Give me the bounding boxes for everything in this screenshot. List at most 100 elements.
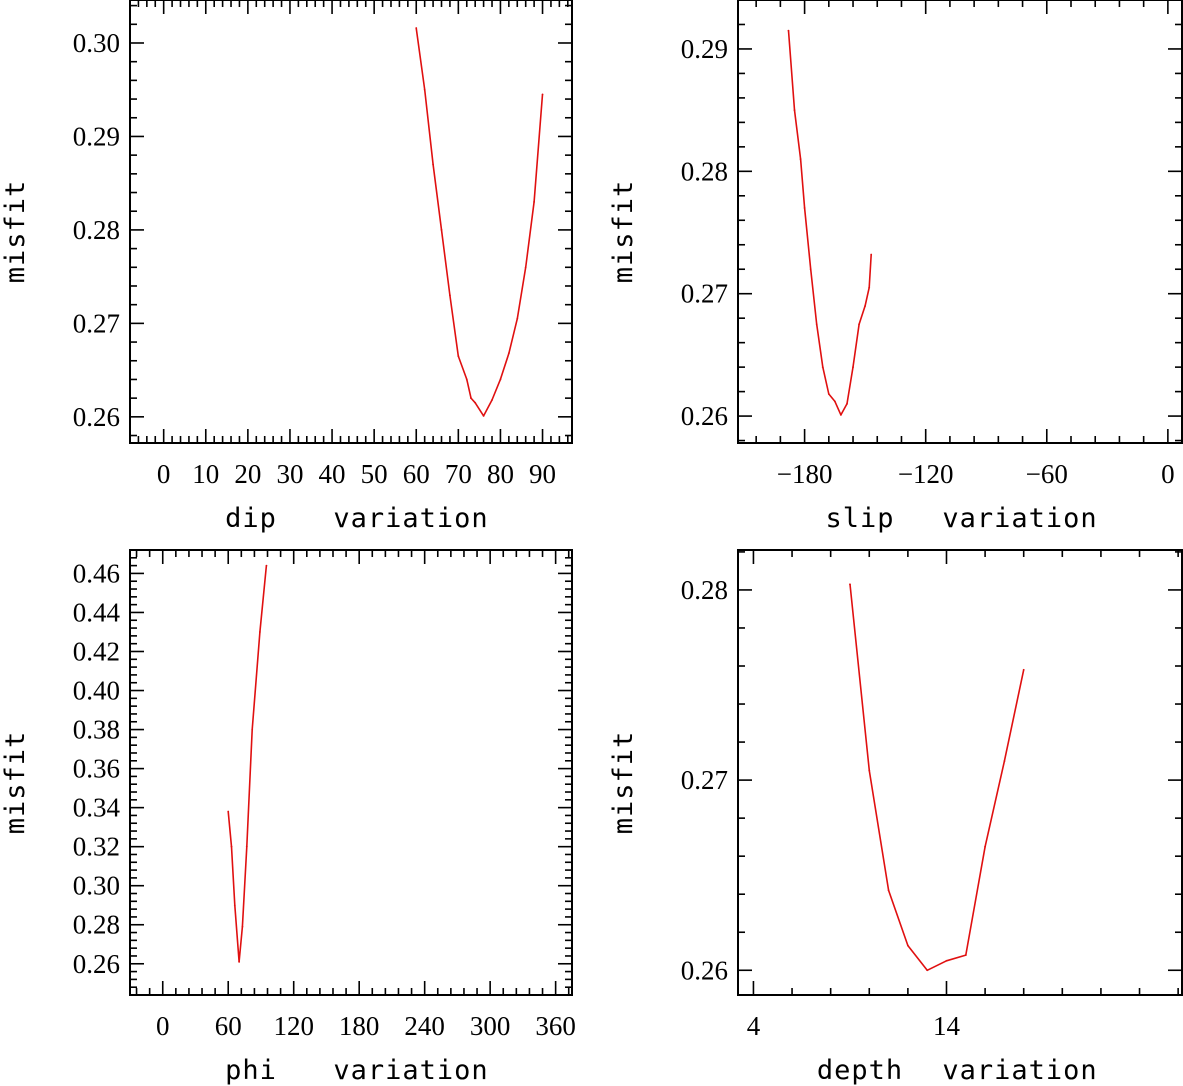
misfit-curve	[850, 584, 1024, 970]
data-point	[234, 904, 236, 906]
x-axis-label: phi	[225, 1055, 277, 1086]
y-tick-label: 0.32	[73, 832, 120, 862]
x-tick-label: 300	[470, 1011, 511, 1041]
y-axis-label: misfit	[608, 180, 639, 284]
data-point	[231, 846, 233, 848]
data-point	[800, 158, 802, 160]
x-tick-label: −60	[1026, 459, 1068, 489]
data-point	[415, 27, 417, 29]
x-axis-label: depth	[817, 1055, 903, 1086]
data-point	[816, 323, 818, 325]
y-tick-label: 0.36	[73, 754, 120, 784]
misfit-curve	[416, 28, 542, 416]
y-tick-label: 0.27	[681, 279, 728, 309]
data-point	[907, 945, 909, 947]
x-tick-label: 0	[157, 459, 171, 489]
data-point	[868, 770, 870, 772]
x-tick-label: 40	[319, 459, 346, 489]
panel-depth: 4 14 0.26 0.27 0.28 depth variation misfit	[608, 550, 1182, 1086]
data-point	[852, 366, 854, 368]
x-axis-label-suffix: variation	[942, 1055, 1097, 1086]
x-tick-label: −180	[777, 459, 833, 489]
y-tick-label: 0.44	[73, 597, 121, 627]
x-tick-label: 70	[445, 459, 472, 489]
y-axis-label: misfit	[0, 731, 31, 835]
data-point	[828, 393, 830, 395]
y-tick-label: 0.26	[681, 955, 728, 985]
data-point	[849, 583, 851, 585]
data-point	[888, 890, 890, 892]
x-tick-label: 0	[156, 1011, 170, 1041]
data-point	[508, 352, 510, 354]
x-tick-label: 60	[215, 1011, 242, 1041]
x-tick-label: 240	[404, 1011, 445, 1041]
x-tick-label: 14	[933, 1011, 961, 1041]
y-tick-label: 0.30	[73, 871, 120, 901]
x-tick-label: −120	[898, 459, 954, 489]
data-point	[242, 926, 244, 928]
plot-frame	[130, 0, 572, 443]
x-axis-label-suffix: variation	[333, 503, 488, 534]
data-point	[449, 294, 451, 296]
data-point	[227, 811, 229, 813]
x-tick-label: 30	[276, 459, 303, 489]
data-point	[516, 318, 518, 320]
y-axis-label: misfit	[0, 180, 31, 284]
data-point	[266, 565, 268, 567]
data-point	[432, 164, 434, 166]
x-tick-label: 60	[403, 459, 430, 489]
x-tick-label: 20	[234, 459, 261, 489]
data-point	[246, 846, 248, 848]
plot-frame	[130, 550, 572, 995]
y-tick-label: 0.26	[73, 949, 120, 979]
y-tick-label: 0.42	[73, 636, 120, 666]
data-point	[834, 400, 836, 402]
data-point	[500, 379, 502, 381]
x-tick-label: 4	[747, 1011, 761, 1041]
x-tick-label: 90	[529, 459, 556, 489]
plot-frame	[738, 550, 1182, 995]
data-point	[1004, 760, 1006, 762]
y-tick-label: 0.30	[73, 28, 120, 58]
data-point	[474, 402, 476, 404]
x-axis-label-suffix: variation	[942, 503, 1097, 534]
data-point	[804, 207, 806, 209]
misfit-curve	[789, 31, 872, 415]
data-point	[822, 366, 824, 368]
misfit-curve	[228, 566, 266, 962]
x-tick-label: 0	[1161, 459, 1175, 489]
data-point	[810, 268, 812, 270]
x-tick-label: 360	[535, 1011, 576, 1041]
y-tick-label: 0.26	[681, 401, 728, 431]
data-point	[424, 89, 426, 91]
data-point	[926, 969, 928, 971]
chart-canvas: 0 10 20 30 40 50 60 70 80 900.260.270.280.290.30d…	[0, 0, 1183, 1086]
data-point	[946, 960, 948, 962]
data-point	[858, 323, 860, 325]
y-tick-label: 0.28	[681, 575, 728, 605]
y-tick-label: 0.28	[73, 910, 120, 940]
plot-frame	[738, 0, 1182, 443]
data-point	[457, 355, 459, 357]
y-tick-label: 0.40	[73, 676, 120, 706]
data-point	[788, 30, 790, 32]
y-tick-label: 0.46	[73, 558, 120, 588]
x-axis-label-suffix: variation	[333, 1055, 488, 1086]
data-point	[259, 631, 261, 633]
data-point	[251, 729, 253, 731]
data-point	[542, 93, 544, 95]
y-tick-label: 0.27	[681, 765, 728, 795]
y-tick-label: 0.29	[73, 121, 120, 151]
data-point	[840, 414, 842, 416]
panel-slip: −180 −120 −60 0 0.26 0.27 0.28 0.29 slip variatio…	[608, 0, 1182, 534]
data-point	[525, 266, 527, 268]
x-tick-label: 10	[192, 459, 219, 489]
data-point	[470, 397, 472, 399]
data-point	[794, 109, 796, 111]
y-tick-label: 0.27	[73, 308, 120, 338]
data-point	[238, 961, 240, 963]
data-point	[1023, 669, 1025, 671]
data-point	[483, 415, 485, 417]
data-point	[864, 305, 866, 307]
data-point	[533, 201, 535, 203]
